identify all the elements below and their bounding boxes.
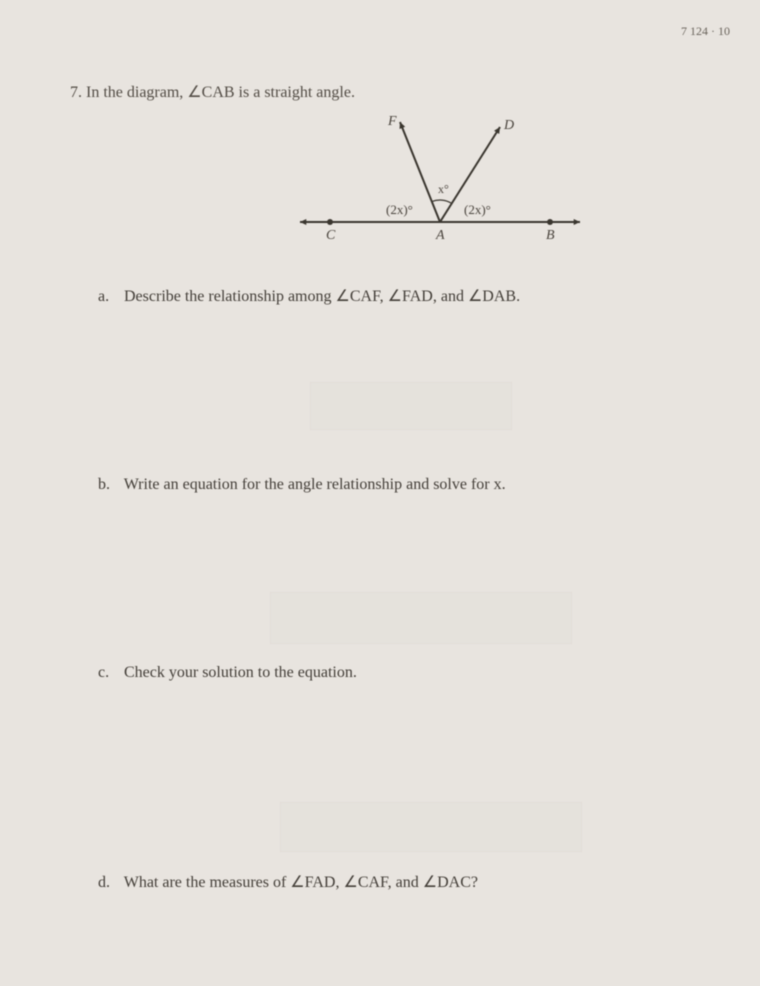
ghost-box-2 xyxy=(270,592,572,644)
part-d-label: d. xyxy=(98,874,120,892)
point-label-b: B xyxy=(546,228,555,244)
angle-label-mid: x° xyxy=(438,182,449,197)
part-d-text: What are the measures of ∠FAD, ∠CAF, and… xyxy=(124,874,478,891)
part-a-label: a. xyxy=(98,288,120,306)
problem-stem: 7. In the diagram, ∠CAB is a straight an… xyxy=(70,82,720,102)
point-label-a: A xyxy=(436,228,445,244)
part-c-label: c. xyxy=(98,664,120,682)
point-label-f: F xyxy=(388,114,397,130)
problem-stem-text: In the diagram, ∠CAB is a straight angle… xyxy=(86,84,355,101)
point-label-d: D xyxy=(504,118,514,134)
part-c-text: Check your solution to the equation. xyxy=(124,664,357,681)
problem-number: 7. xyxy=(70,84,82,101)
angle-label-left: (2x)° xyxy=(386,202,413,218)
ghost-box-3 xyxy=(280,802,582,852)
ghost-box-1 xyxy=(310,382,512,430)
part-b: b. Write an equation for the angle relat… xyxy=(98,476,720,494)
problem-7: 7. In the diagram, ∠CAB is a straight an… xyxy=(70,82,720,892)
page-number: 7 124 · 10 xyxy=(681,24,730,39)
point-label-c: C xyxy=(326,228,335,244)
angle-label-right: (2x)° xyxy=(464,202,491,218)
part-c: c. Check your solution to the equation. xyxy=(98,664,720,682)
part-a-text: Describe the relationship among ∠CAF, ∠F… xyxy=(124,288,520,305)
angle-diagram: C A B F D (2x)° x° (2x)° xyxy=(290,112,590,262)
part-b-text: Write an equation for the angle relation… xyxy=(124,476,506,493)
part-b-label: b. xyxy=(98,476,120,494)
part-d: d. What are the measures of ∠FAD, ∠CAF, … xyxy=(98,872,720,892)
part-a: a. Describe the relationship among ∠CAF,… xyxy=(98,286,720,306)
